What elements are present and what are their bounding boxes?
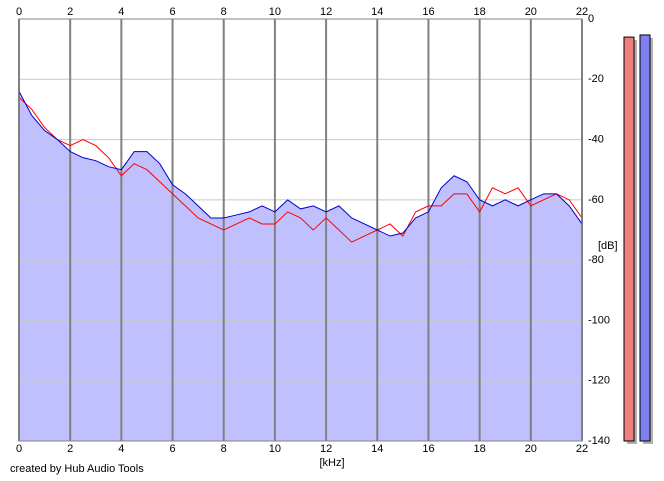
y-tick-label: -40 <box>588 133 604 145</box>
y-tick-label: -80 <box>588 254 604 266</box>
meter <box>639 34 651 442</box>
x-tick-label: 2 <box>67 443 73 455</box>
x-tick-label: 6 <box>169 6 175 18</box>
x-tick-label: 16 <box>422 443 434 455</box>
x-tick-label: 18 <box>474 443 486 455</box>
x-tick-label: 2 <box>67 6 73 18</box>
plot-border <box>18 18 583 442</box>
area <box>19 91 582 441</box>
y-tick-label: -120 <box>588 375 610 387</box>
x-tick-label: 18 <box>474 6 486 18</box>
x-tick-label: 10 <box>269 443 281 455</box>
y-tick-label: -100 <box>588 314 610 326</box>
x-tick-label: 20 <box>525 6 537 18</box>
x-tick-label: 10 <box>269 6 281 18</box>
x-tick-label: 4 <box>118 6 124 18</box>
x-axis-label: [kHz] <box>319 457 344 469</box>
meter <box>623 36 635 442</box>
footer: created by Hub Audio Tools <box>10 463 144 475</box>
x-tick-label: 0 <box>16 6 22 18</box>
x-tick-label: 6 <box>169 443 175 455</box>
line <box>18 97 583 243</box>
x-tick-label: 12 <box>320 6 332 18</box>
x-tick-label: 14 <box>371 6 383 18</box>
y-tick-label: -140 <box>588 435 610 447</box>
line <box>18 91 583 237</box>
x-tick-label: 4 <box>118 443 124 455</box>
y-tick-label: 0 <box>588 13 594 25</box>
x-tick-label: 14 <box>371 443 383 455</box>
x-tick-label: 16 <box>422 6 434 18</box>
x-tick-label: 22 <box>576 6 588 18</box>
x-tick-label: 22 <box>576 443 588 455</box>
x-tick-label: 8 <box>221 6 227 18</box>
x-tick-label: 20 <box>525 443 537 455</box>
y-axis-label: [dB] <box>598 240 618 252</box>
y-tick-label: -20 <box>588 73 604 85</box>
x-tick-label: 12 <box>320 443 332 455</box>
y-tick-label: -60 <box>588 194 604 206</box>
x-tick-label: 8 <box>221 443 227 455</box>
x-tick-label: 0 <box>16 443 22 455</box>
